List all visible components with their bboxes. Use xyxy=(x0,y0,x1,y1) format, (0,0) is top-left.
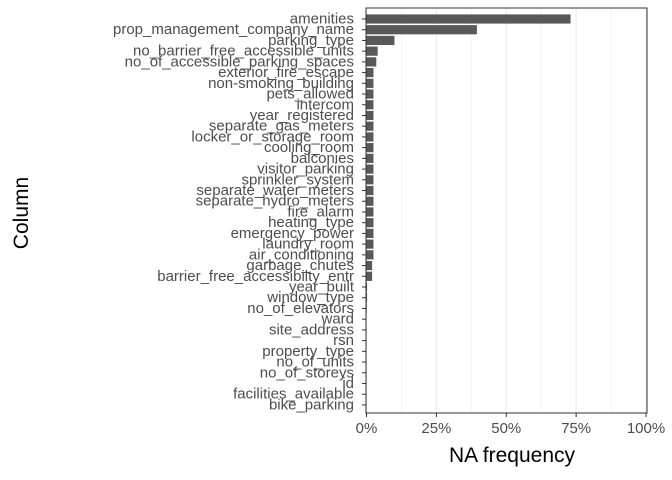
bar xyxy=(366,185,374,196)
category-label: balconies xyxy=(291,150,354,167)
bar xyxy=(366,68,374,78)
category-label: exterior_fire_escape xyxy=(218,64,354,81)
bar xyxy=(366,218,374,228)
axis-layer xyxy=(362,7,648,417)
bar xyxy=(366,175,374,185)
category-label: amenities xyxy=(290,11,354,28)
category-label: parking_type xyxy=(268,32,354,49)
category-label: pets_allowed xyxy=(266,86,354,103)
x-axis-title: NA frequency xyxy=(449,444,576,467)
category-label: separate_gas_meters xyxy=(209,118,354,135)
category-label: separate_hydro_meters xyxy=(196,193,354,210)
category-label: year_registered xyxy=(250,107,354,124)
x-tick-label: 100% xyxy=(627,420,665,437)
category-label: site_address xyxy=(269,321,354,338)
category-label: id xyxy=(342,375,354,392)
bar xyxy=(366,153,374,163)
grid-layer xyxy=(365,7,648,414)
category-label: no_of_storeys xyxy=(260,364,354,381)
bar xyxy=(366,100,374,110)
category-label: year_built xyxy=(289,279,355,296)
x-tick-labels: 0% 25% 50% 75% 100% xyxy=(356,420,666,437)
bar xyxy=(366,89,374,99)
category-label: intercom xyxy=(296,96,354,113)
category-label: no_of_elevators xyxy=(247,300,354,317)
x-tick-label: 75% xyxy=(561,420,591,437)
bar xyxy=(366,196,374,206)
category-label: emergency_power xyxy=(231,225,354,242)
category-label: air_conditioning xyxy=(249,246,354,263)
x-tick-label: 25% xyxy=(421,420,451,437)
y-axis-title: Column xyxy=(10,177,33,249)
category-label: garbage_chutes xyxy=(246,257,354,274)
category-label: property_type xyxy=(262,343,354,360)
bar xyxy=(366,25,477,35)
x-tick-label: 50% xyxy=(491,420,521,437)
bar xyxy=(366,14,571,24)
category-label: sprinkler_system xyxy=(241,171,354,188)
bar xyxy=(366,250,374,260)
category-label: no_barrier_free_accessible_units xyxy=(133,43,354,60)
bar xyxy=(366,239,374,249)
category-label: window_type xyxy=(266,289,354,306)
bar xyxy=(366,207,374,217)
category-label: fire_alarm xyxy=(287,203,354,220)
bar xyxy=(366,228,374,238)
bar xyxy=(366,260,373,271)
category-label: bike_parking xyxy=(269,396,354,413)
category-label: locker_or_storage_room xyxy=(191,128,354,145)
category-label: no_of_accessible_parking_spaces xyxy=(125,53,354,70)
category-label: non-smoking_building xyxy=(208,75,354,92)
category-labels: amenitiesprop_management_company_namepar… xyxy=(113,11,355,414)
bar xyxy=(366,132,374,142)
category-label: laundry_room xyxy=(262,236,354,253)
bar xyxy=(366,282,368,292)
x-tick-label: 0% xyxy=(356,420,378,437)
category-label: prop_management_company_name xyxy=(113,21,354,38)
bar xyxy=(366,293,368,303)
category-label: separate_water_meters xyxy=(196,182,354,199)
bar xyxy=(366,110,374,121)
category-label: facilities_available xyxy=(233,386,354,403)
bar xyxy=(366,164,374,174)
bar xyxy=(366,271,373,281)
bars-layer xyxy=(366,14,571,314)
category-label: rsn xyxy=(333,332,354,349)
bar xyxy=(366,121,374,131)
bar xyxy=(366,143,374,153)
bar xyxy=(366,46,378,56)
category-label: ward xyxy=(320,311,354,328)
category-label: cooling_room xyxy=(264,139,354,156)
category-label: no_of_units xyxy=(276,354,354,371)
category-label: barrier_free_accessibilty_entr xyxy=(157,268,354,285)
category-label: heating_type xyxy=(268,214,354,231)
category-label: visitor_parking xyxy=(257,161,354,178)
bar xyxy=(366,57,377,67)
bar xyxy=(366,35,395,46)
bar xyxy=(366,78,374,88)
